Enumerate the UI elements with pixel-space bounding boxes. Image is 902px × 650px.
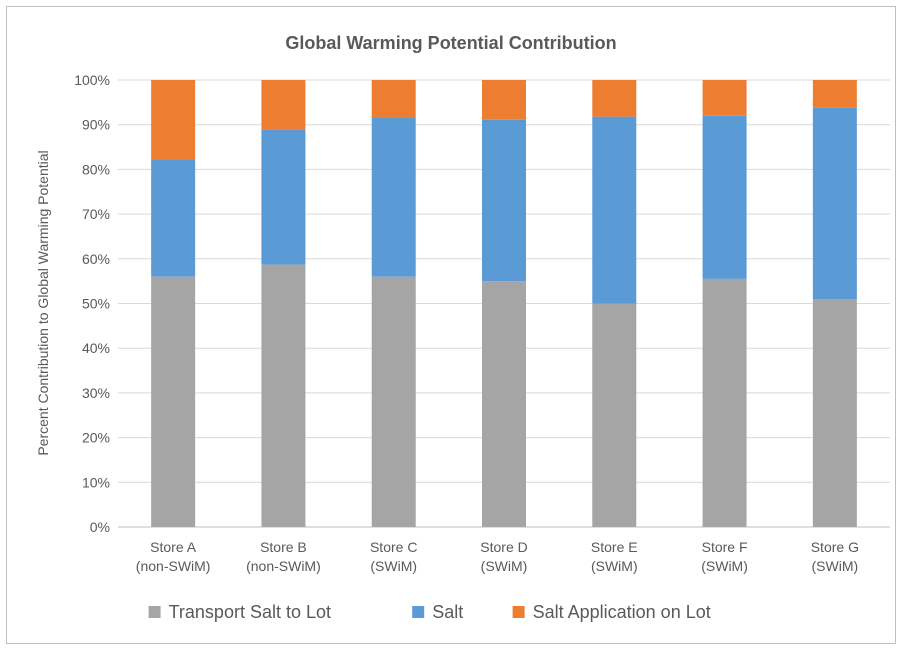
y-tick-label: 100% bbox=[74, 72, 110, 88]
x-tick-label: (non-SWiM) bbox=[246, 558, 321, 574]
legend-label: Salt Application on Lot bbox=[533, 602, 711, 622]
x-tick-label: Store F bbox=[702, 539, 748, 555]
legend-swatch bbox=[148, 606, 161, 618]
bar-segment bbox=[482, 80, 526, 120]
x-tick-label: Store E bbox=[591, 539, 638, 555]
bar-segment bbox=[261, 264, 306, 527]
y-tick-label: 40% bbox=[82, 340, 110, 356]
x-tick-label: Store C bbox=[370, 539, 417, 555]
bar-segment bbox=[812, 107, 857, 300]
x-tick-label: (SWiM) bbox=[812, 558, 859, 574]
legend-swatch bbox=[512, 606, 525, 618]
x-tick-label: Store B bbox=[260, 539, 307, 555]
legend-label: Salt bbox=[432, 602, 463, 622]
bars bbox=[151, 80, 857, 527]
bar-segment bbox=[151, 159, 196, 277]
bar-segment bbox=[592, 116, 637, 304]
bar-segment bbox=[151, 276, 196, 527]
y-axis-ticks: 0% 10% 20% 30% 40% 50% 60% 70% 80% 90% 100% bbox=[74, 72, 110, 535]
bar-segment bbox=[812, 80, 857, 108]
y-tick-label: 0% bbox=[90, 519, 110, 535]
bar-segment bbox=[261, 80, 306, 130]
bar-segment bbox=[592, 303, 637, 527]
bar-segment bbox=[482, 281, 526, 527]
legend-label: Transport Salt to Lot bbox=[169, 602, 331, 622]
y-tick-label: 90% bbox=[82, 117, 110, 133]
y-tick-label: 30% bbox=[82, 385, 110, 401]
bar-segment bbox=[371, 117, 416, 277]
bar-segment bbox=[482, 119, 526, 282]
y-tick-label: 80% bbox=[82, 161, 110, 177]
y-axis-label: Percent Contribution to Global Warming P… bbox=[35, 150, 51, 455]
legend-swatch bbox=[412, 606, 425, 618]
legend: Transport Salt to Lot Salt Salt Applicatio… bbox=[148, 602, 711, 622]
x-tick-label: (SWiM) bbox=[481, 558, 528, 574]
x-tick-label: Store D bbox=[480, 539, 527, 555]
bar-segment bbox=[702, 80, 747, 116]
bar-segment bbox=[812, 299, 857, 527]
bar-segment bbox=[592, 80, 637, 117]
bar-segment bbox=[261, 129, 306, 265]
x-axis-ticks: Store A (non-SWiM) Store B (non-SWiM) Store … bbox=[136, 539, 859, 574]
x-tick-label: Store G bbox=[811, 539, 859, 555]
bar-segment bbox=[371, 276, 416, 527]
x-tick-label: (SWiM) bbox=[701, 558, 748, 574]
bar-segment bbox=[371, 80, 416, 118]
y-tick-label: 20% bbox=[82, 430, 110, 446]
x-tick-label: (SWiM) bbox=[370, 558, 417, 574]
chart-title: Global Warming Potential Contribution bbox=[285, 33, 616, 53]
y-tick-label: 10% bbox=[82, 474, 110, 490]
x-tick-label: (SWiM) bbox=[591, 558, 638, 574]
x-tick-label: Store A bbox=[150, 539, 197, 555]
bar-segment bbox=[702, 115, 747, 279]
bar-segment bbox=[702, 278, 747, 527]
y-tick-label: 60% bbox=[82, 251, 110, 267]
y-tick-label: 70% bbox=[82, 206, 110, 222]
bar-segment bbox=[151, 80, 196, 160]
x-tick-label: (non-SWiM) bbox=[136, 558, 211, 574]
y-tick-label: 50% bbox=[82, 296, 110, 312]
